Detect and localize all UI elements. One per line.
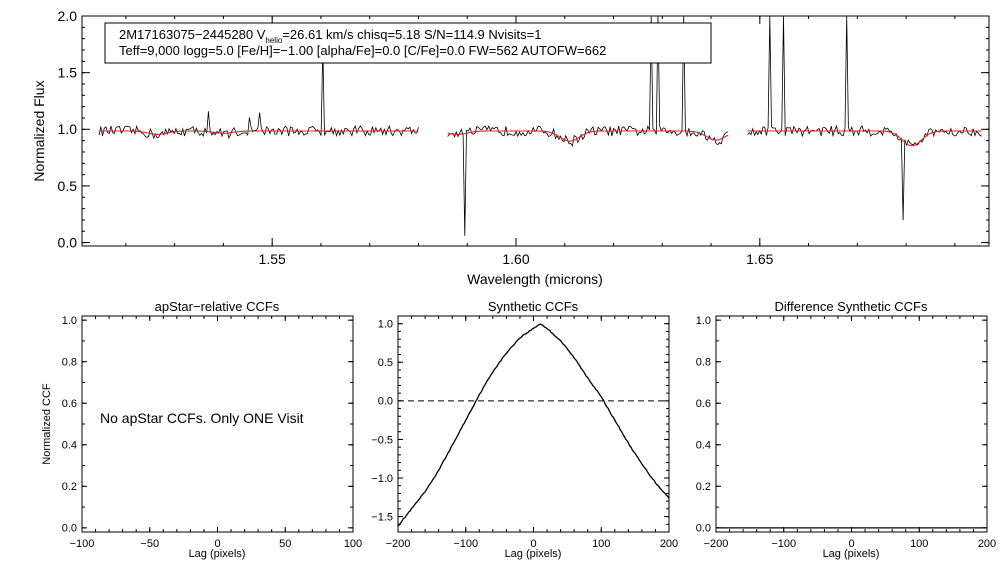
apstar-note: No apStar CCFs. Only ONE Visit <box>100 410 304 426</box>
y-tick-label: 0.8 <box>62 357 77 369</box>
apstar-title: apStar−relative CCFs <box>155 299 280 314</box>
apstar-x-label: Lag (pixels) <box>189 548 246 560</box>
observed-spectrum-line <box>447 15 729 236</box>
v-helio-subscript: helio <box>265 36 282 45</box>
y-tick-label: 0.8 <box>696 357 711 369</box>
y-tick-label: 0.2 <box>696 481 711 493</box>
spectrum-x-tick-labels: 1.55 1.60 1.65 <box>259 251 774 267</box>
y-tick-label: 0.4 <box>62 440 77 452</box>
x-tick-label: −100 <box>70 538 95 550</box>
difference-ccf-panel: 0.0 0.2 0.4 0.6 0.8 1.0 −200 −100 0 100 200 Diffe… <box>696 299 996 560</box>
y-tick-label: 0.5 <box>378 357 393 369</box>
synthetic-ccf-panel: −1.5 −1.0 −0.5 0.0 0.5 1.0 −200 −100 0 100 200 Sy… <box>371 299 678 560</box>
spectrum-y-label: Normalized Flux <box>31 80 47 181</box>
x-tick-label: 0 <box>848 538 854 550</box>
x-tick-label: 100 <box>592 538 610 550</box>
x-tick-label: 1.65 <box>746 251 773 267</box>
synthetic-title: Synthetic CCFs <box>488 299 579 314</box>
spectrum-info-box: 2M17163075−2445280 Vhelio=26.61 km/s chi… <box>104 22 712 64</box>
info-line-2: Teff=9,000 logg=5.0 [Fe/H]=−1.00 [alpha/… <box>119 43 606 58</box>
x-tick-label: 0 <box>530 538 536 550</box>
spectrum-x-label: Wavelength (microns) <box>467 271 603 287</box>
x-tick-label: −100 <box>453 538 478 550</box>
apstar-x-tick-labels: −100 −50 0 50 100 <box>70 538 363 550</box>
spectrum-lines <box>98 15 982 236</box>
spectrum-axes-frame <box>81 15 990 247</box>
spectrum-ticks <box>82 15 989 246</box>
spectrum-y-tick-labels: 0.0 0.5 1.0 1.5 2.0 <box>58 8 78 251</box>
x-tick-label: 0 <box>214 538 220 550</box>
x-tick-label: 1.60 <box>502 251 529 267</box>
y-tick-label: 0.5 <box>58 178 78 194</box>
y-tick-label: −1.0 <box>371 473 393 485</box>
y-tick-label: 0.0 <box>58 235 78 251</box>
x-tick-label: 100 <box>910 538 928 550</box>
x-tick-label: 1.55 <box>259 251 286 267</box>
y-tick-label: 0.0 <box>62 523 77 535</box>
y-tick-label: 0.6 <box>62 398 77 410</box>
v-helio-label: V <box>257 27 266 42</box>
synthetic-ticks <box>397 315 670 533</box>
synthetic-lines <box>397 323 670 527</box>
y-tick-label: 1.0 <box>378 319 393 331</box>
y-tick-label: 0.0 <box>696 523 711 535</box>
model-spectrum-line <box>99 130 419 135</box>
x-tick-label: 200 <box>660 538 678 550</box>
spectrum-panel: 0.0 0.5 1.0 1.5 2.0 1.55 1.60 1.65 Wavelength … <box>31 8 990 287</box>
y-tick-label: 2.0 <box>58 8 78 24</box>
y-tick-label: 0.6 <box>696 398 711 410</box>
y-tick-label: 0.0 <box>378 396 393 408</box>
info-line-1: 2M17163075−2445280 Vhelio=26.61 km/s chi… <box>119 27 542 45</box>
x-tick-label: −200 <box>386 538 411 550</box>
difference-title: Difference Synthetic CCFs <box>775 299 928 314</box>
synthetic-y-tick-labels: −1.5 −1.0 −0.5 0.0 0.5 1.0 <box>371 319 393 524</box>
synthetic-x-label: Lag (pixels) <box>505 548 562 560</box>
difference-x-label: Lag (pixels) <box>823 548 880 560</box>
y-tick-label: −1.5 <box>371 511 393 523</box>
y-tick-label: 0.2 <box>62 481 77 493</box>
y-tick-label: 1.5 <box>58 65 78 81</box>
y-tick-label: −0.5 <box>371 434 393 446</box>
star-id: 2M17163075−2445280 <box>119 27 253 42</box>
difference-y-tick-labels: 0.0 0.2 0.4 0.6 0.8 1.0 <box>696 315 711 535</box>
difference-ticks <box>715 316 988 532</box>
y-tick-label: 1.0 <box>696 315 711 327</box>
synthetic-x-tick-labels: −200 −100 0 100 200 <box>386 538 679 550</box>
x-tick-label: 200 <box>978 538 996 550</box>
apstar-ticks <box>81 316 354 532</box>
synthetic-ccf-line <box>397 323 670 527</box>
x-tick-label: −100 <box>771 538 796 550</box>
difference-x-tick-labels: −200 −100 0 100 200 <box>704 538 997 550</box>
apstar-y-label: Normalized CCF <box>41 383 53 465</box>
info-box-frame <box>104 22 712 64</box>
apstar-ccf-panel: 0.0 0.2 0.4 0.6 0.8 1.0 −100 −50 0 50 100 apStar−… <box>41 299 362 560</box>
y-tick-label: 1.0 <box>58 121 78 137</box>
v-helio-values: =26.61 km/s chisq=5.18 S/N=114.9 Nvisits… <box>282 27 541 42</box>
model-spectrum-line <box>747 130 982 147</box>
x-tick-label: −200 <box>704 538 729 550</box>
x-tick-label: 50 <box>279 538 291 550</box>
x-tick-label: −50 <box>140 538 159 550</box>
x-tick-label: 100 <box>344 538 362 550</box>
model-spectrum-line <box>447 130 729 142</box>
y-tick-label: 1.0 <box>62 315 77 327</box>
y-tick-label: 0.4 <box>696 440 711 452</box>
apstar-y-tick-labels: 0.0 0.2 0.4 0.6 0.8 1.0 <box>62 315 77 535</box>
